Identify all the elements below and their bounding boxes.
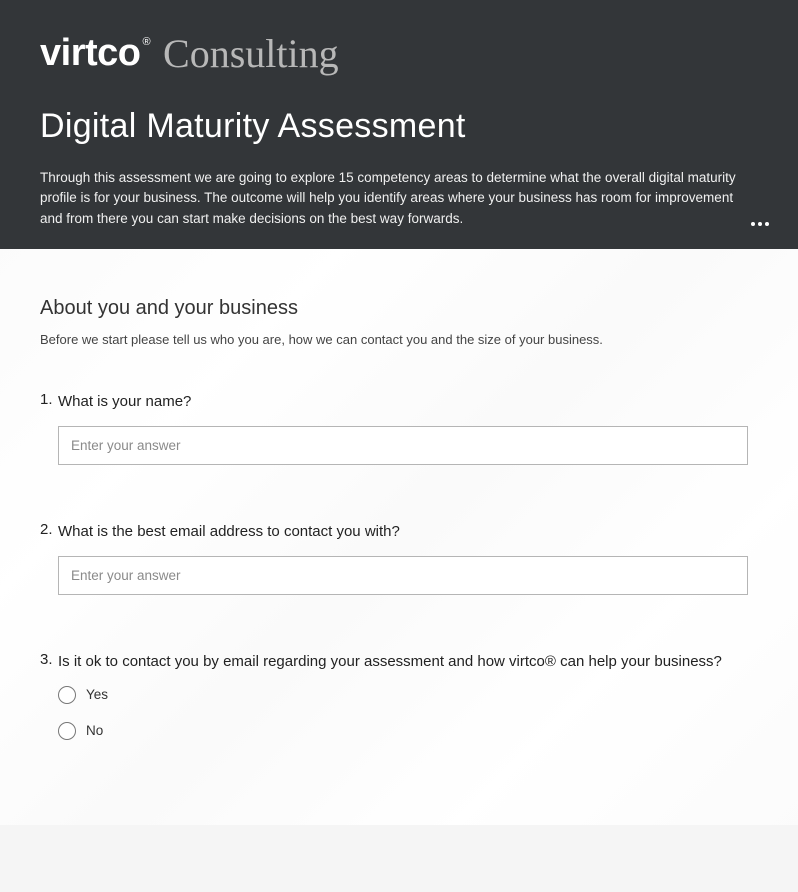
logo-sub-text: Consulting (163, 30, 339, 77)
dot-icon (751, 222, 755, 226)
logo-main-text: virtco (40, 32, 140, 75)
form-page: virtco® Consulting Digital Maturity Asse… (0, 0, 798, 825)
radio-label: Yes (86, 687, 108, 702)
page-title: Digital Maturity Assessment (40, 107, 758, 146)
more-options-button[interactable] (745, 209, 774, 235)
input-wrapper (40, 426, 758, 465)
question-number: 1. (40, 391, 56, 408)
question-text: Is it ok to contact you by email regardi… (58, 651, 722, 672)
section-title: About you and your business (40, 297, 758, 320)
email-input[interactable] (58, 556, 748, 595)
radio-circle-icon (58, 722, 76, 740)
radio-group: Yes No (40, 686, 758, 740)
question-3: 3. Is it ok to contact you by email rega… (40, 651, 758, 740)
input-wrapper (40, 556, 758, 595)
dot-icon (758, 222, 762, 226)
question-1: 1. What is your name? (40, 391, 758, 465)
question-text: What is your name? (58, 391, 191, 412)
section-description: Before we start please tell us who you a… (40, 332, 758, 347)
logo: virtco® Consulting (40, 30, 758, 77)
intro-text: Through this assessment we are going to … (40, 168, 758, 229)
radio-option-no[interactable]: No (58, 722, 758, 740)
question-number: 3. (40, 651, 56, 668)
form-header: virtco® Consulting Digital Maturity Asse… (0, 0, 798, 249)
radio-option-yes[interactable]: Yes (58, 686, 758, 704)
question-row: 2. What is the best email address to con… (40, 521, 758, 542)
logo-registered-mark: ® (142, 36, 150, 48)
question-number: 2. (40, 521, 56, 538)
question-row: 1. What is your name? (40, 391, 758, 412)
radio-label: No (86, 723, 103, 738)
dot-icon (765, 222, 769, 226)
form-body: About you and your business Before we st… (0, 249, 798, 825)
radio-circle-icon (58, 686, 76, 704)
question-2: 2. What is the best email address to con… (40, 521, 758, 595)
question-text: What is the best email address to contac… (58, 521, 400, 542)
name-input[interactable] (58, 426, 748, 465)
question-row: 3. Is it ok to contact you by email rega… (40, 651, 758, 672)
